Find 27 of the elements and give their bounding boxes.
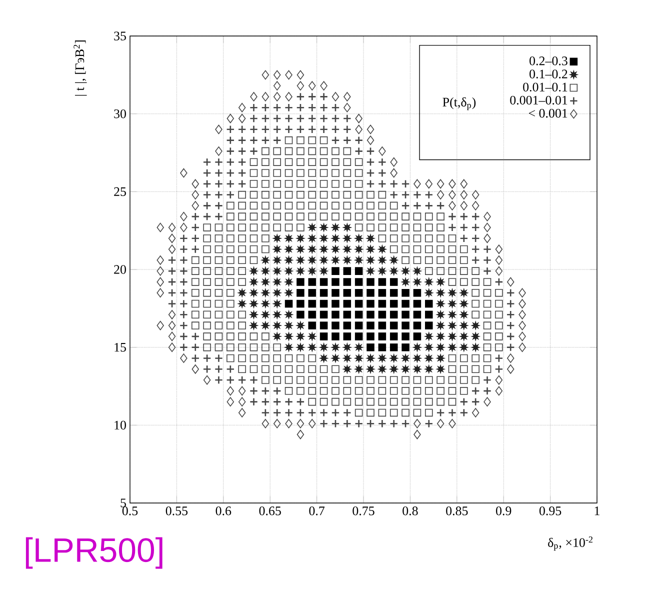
x-tick-label: 0.9	[496, 506, 512, 516]
x-tick-label: 0.55	[166, 506, 188, 516]
text: [LPR500]	[26, 537, 162, 569]
y-axis-title: | t |, [ГэВ$^{2}$]	[74, 40, 87, 96]
x-tick-label: 0.85	[446, 506, 468, 516]
x-tick-label: 0.65	[259, 506, 281, 516]
y-tick-label: 15	[114, 342, 126, 352]
legend-title: P(t,δ$_{p}$)	[442, 97, 476, 110]
x-tick-label: 0.7	[309, 506, 325, 516]
y-tick-label: 20	[114, 265, 126, 274]
y-tick-label: 30	[114, 109, 126, 118]
legend-label: 0.01–0.1	[523, 82, 568, 92]
y-tick-label: 35	[114, 32, 126, 40]
y-tick-label: 10	[114, 420, 126, 430]
legend-label: 0.1–0.2	[530, 70, 568, 78]
y-tick-label: 25	[114, 187, 126, 196]
x-tick-label: 0.8	[402, 506, 418, 516]
x-tick-label: 0.6	[216, 506, 232, 516]
x-axis-title: δ$_{p}$, ×10$^{-2}$	[548, 536, 592, 551]
x-tick-label: 0.5	[122, 506, 138, 516]
y-tick-label: 5	[120, 498, 126, 508]
legend-label: 0.001–0.01	[510, 96, 568, 105]
x-tick-label: 0.95	[539, 506, 562, 516]
x-tick-label: 0.75	[352, 506, 374, 516]
legend-label: < 0.001	[528, 108, 568, 118]
legend-label: 0.2–0.3	[530, 56, 568, 66]
x-tick-label: 1	[594, 506, 600, 516]
